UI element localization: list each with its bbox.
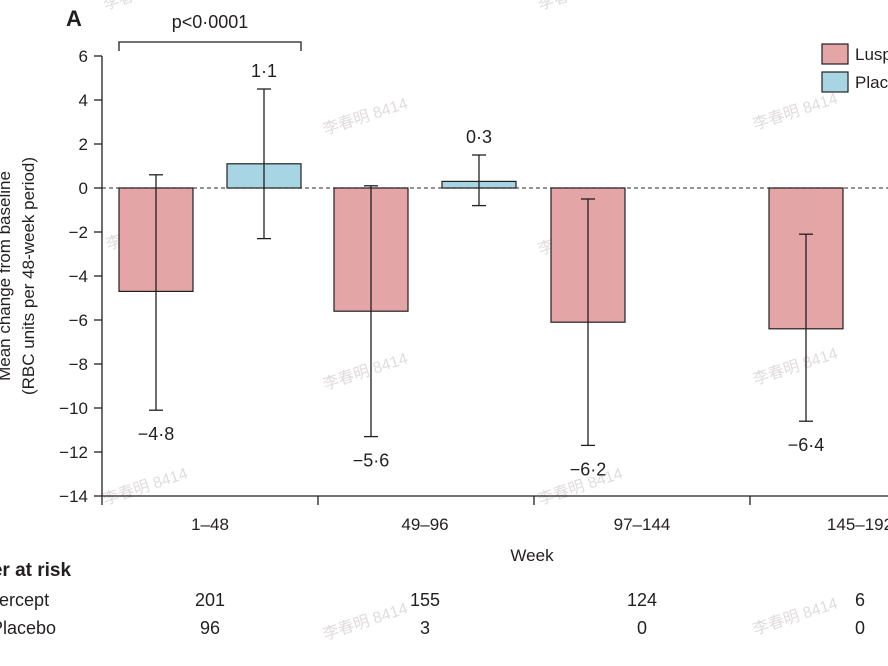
y-axis-label: Mean change from baseline (RBC units per …: [0, 157, 38, 395]
number-at-risk-table: Number at risk Luspatercept 201 155 124 6 Plac…: [0, 560, 865, 638]
x-tick-label: 49–96: [401, 515, 448, 534]
watermarks: 李春明 8414 李春明 8414 李春明 8414 李春明 8414 李春明 8414…: [101, 0, 840, 644]
y-tick-label: 4: [79, 91, 88, 110]
at-risk-count: 155: [410, 590, 440, 610]
legend-label: Luspatercept: [855, 45, 888, 64]
y-tick-label: −4: [69, 267, 88, 286]
x-axis-label: Week: [510, 546, 554, 565]
y-axis-label-line: Mean change from baseline: [0, 171, 14, 381]
at-risk-heading: Number at risk: [0, 560, 71, 581]
legend-swatch: [821, 71, 849, 93]
legend-label: Placebo: [855, 73, 888, 92]
y-tick-label: −14: [59, 487, 88, 506]
y-tick-label: 2: [79, 135, 88, 154]
x-tick-label: 1–48: [191, 515, 229, 534]
significance-bracket: [118, 41, 302, 51]
panel-label: A: [66, 6, 82, 31]
watermark-text: 李春明 8414: [536, 0, 625, 14]
watermark-text: 李春明 8414: [101, 464, 190, 508]
at-risk-count: 3: [420, 618, 430, 638]
y-tick-label: 6: [79, 47, 88, 66]
legend-swatch: [821, 43, 849, 65]
watermark-text: 李春明 8414: [751, 344, 840, 388]
y-tick-label: −2: [69, 223, 88, 242]
watermark-text: 李春明 8414: [751, 594, 840, 638]
y-tick-label: −6: [69, 311, 88, 330]
data-label: −4·8: [138, 424, 175, 444]
data-label: −6·2: [570, 459, 607, 479]
annotation-group: p<0·0001: [118, 12, 302, 51]
at-risk-row-label: Luspatercept: [0, 590, 49, 610]
watermark-text: 李春明 8414: [321, 349, 410, 393]
data-label: −5·6: [353, 451, 390, 471]
y-tick-label: −8: [69, 355, 88, 374]
p-value-annotation: p<0·0001: [172, 12, 249, 32]
at-risk-row-label: Placebo: [0, 618, 56, 638]
x-tick-label: 145–192: [827, 515, 888, 534]
data-label: −6·4: [788, 435, 825, 455]
bars-group: −4·8 −5·6 −6·2 −6·4 1·1 0·3: [118, 61, 844, 479]
at-risk-count: 6: [855, 590, 865, 610]
watermark-text: 李春明 8414: [321, 599, 410, 643]
x-tick-label: 97–144: [614, 515, 671, 534]
y-axis-label-line: (RBC units per 48-week period): [19, 157, 38, 395]
at-risk-count: 0: [855, 618, 865, 638]
data-label: 0·3: [466, 127, 492, 147]
at-risk-count: 124: [627, 590, 657, 610]
y-tick-label: −10: [59, 399, 88, 418]
data-label: 1·1: [251, 61, 277, 81]
y-tick-label: 0: [79, 179, 88, 198]
at-risk-count: 201: [195, 590, 225, 610]
watermark-text: 李春明 8414: [751, 89, 840, 133]
watermark-text: 李春明 8414: [321, 94, 410, 138]
at-risk-count: 0: [637, 618, 647, 638]
axes-group: 6 4 2 0 −2 −4 −6 −8 −10 −12 −14 1–48 49–96 97–144 145–…: [59, 47, 888, 534]
y-tick-label: −12: [59, 443, 88, 462]
at-risk-count: 96: [200, 618, 220, 638]
legend: Luspatercept Placebo: [821, 43, 888, 93]
